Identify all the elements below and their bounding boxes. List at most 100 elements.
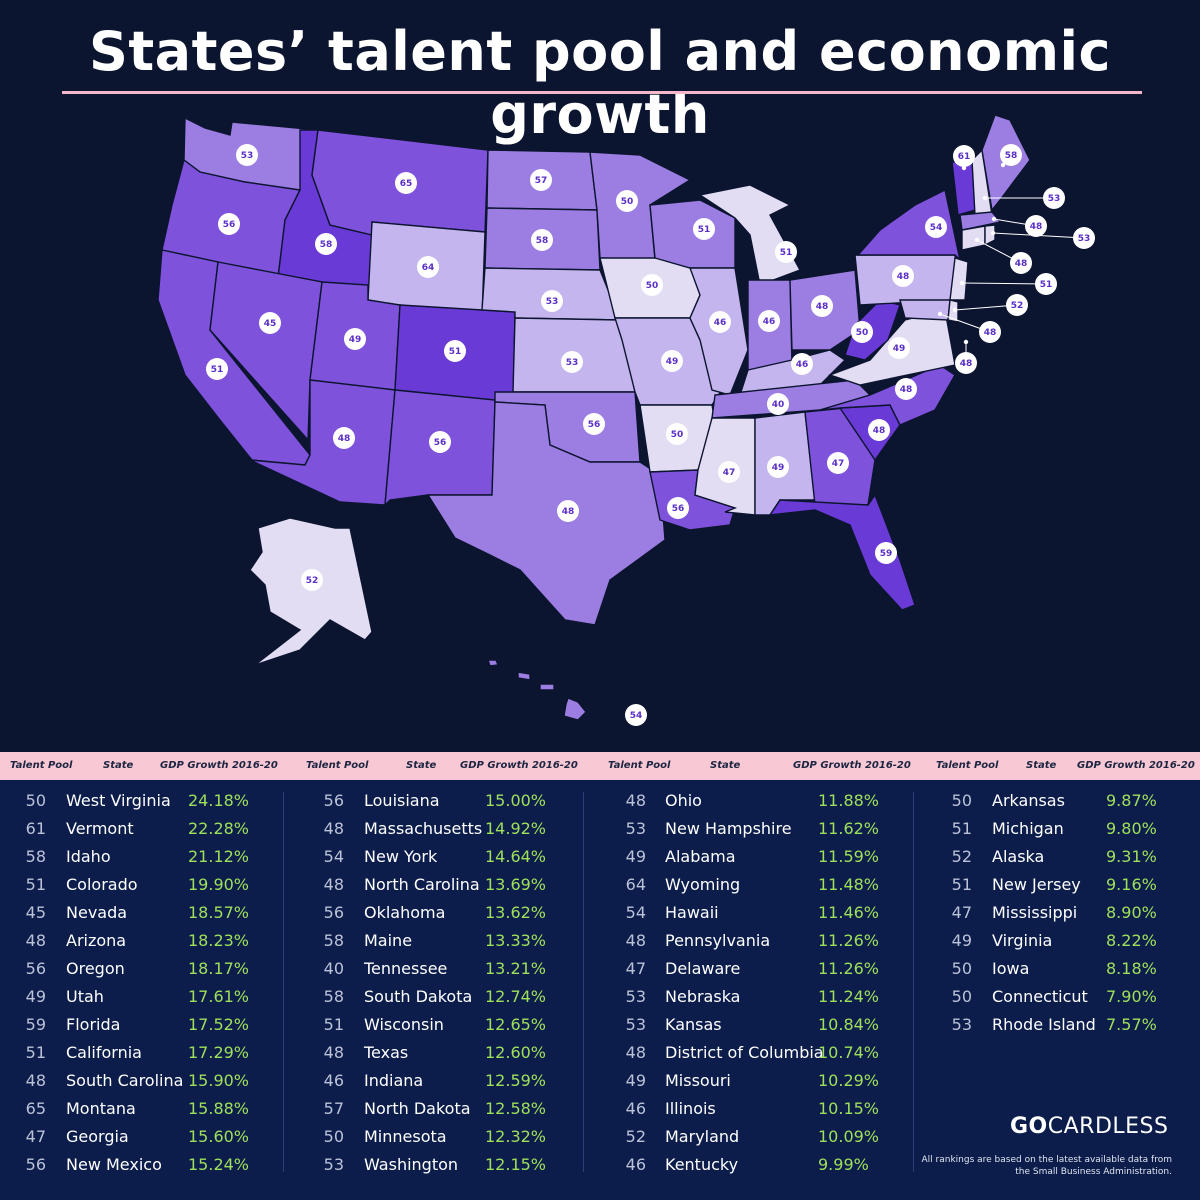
state-name: Nevada bbox=[66, 903, 128, 922]
state-nj[interactable] bbox=[949, 257, 969, 301]
gdp-growth-value: 10.74% bbox=[818, 1043, 880, 1062]
state-name: Pennsylvania bbox=[665, 931, 771, 950]
gdp-growth-value: 19.90% bbox=[188, 875, 250, 894]
value-marker-ri: 53 bbox=[1073, 227, 1095, 249]
header-state-3: State bbox=[710, 760, 741, 771]
marker-value: 48 bbox=[984, 328, 997, 338]
gdp-growth-value: 9.31% bbox=[1106, 847, 1157, 866]
state-name: Louisiana bbox=[364, 791, 440, 810]
marker-value: 58 bbox=[1005, 151, 1018, 161]
talent-pool-value: 50 bbox=[951, 987, 972, 1006]
marker-value: 50 bbox=[856, 328, 869, 338]
state-name: Kansas bbox=[665, 1015, 722, 1034]
talent-pool-value: 48 bbox=[323, 819, 344, 838]
state-name: Delaware bbox=[665, 959, 741, 978]
marker-value: 58 bbox=[320, 240, 333, 250]
table-body bbox=[0, 780, 1200, 1200]
value-marker-ct: 48 bbox=[1010, 252, 1032, 274]
marker-circle bbox=[666, 423, 688, 445]
talent-pool-value: 51 bbox=[25, 875, 46, 894]
value-marker-md: 48 bbox=[979, 321, 1001, 343]
value-marker-vt: 61 bbox=[953, 145, 975, 167]
state-name: Wisconsin bbox=[364, 1015, 444, 1034]
gdp-growth-value: 11.88% bbox=[818, 791, 880, 810]
gdp-growth-value: 11.62% bbox=[818, 819, 880, 838]
state-de[interactable] bbox=[947, 299, 959, 323]
marker-value: 59 bbox=[880, 549, 893, 559]
talent-pool-value: 61 bbox=[25, 819, 46, 838]
state-name: Illinois bbox=[665, 1099, 716, 1118]
value-marker-tn: 40 bbox=[767, 393, 789, 415]
gdp-growth-value: 7.90% bbox=[1106, 987, 1157, 1006]
talent-pool-value: 46 bbox=[323, 1071, 344, 1090]
state-ny[interactable] bbox=[856, 188, 962, 263]
header-state-4: State bbox=[1026, 760, 1057, 771]
state-ri[interactable] bbox=[984, 224, 996, 247]
column-divider bbox=[583, 792, 584, 1172]
marker-circle bbox=[709, 311, 731, 333]
state-mi[interactable] bbox=[698, 184, 802, 286]
marker-circle bbox=[767, 456, 789, 478]
state-name: Maryland bbox=[665, 1127, 740, 1146]
gdp-growth-value: 10.84% bbox=[818, 1015, 880, 1034]
state-name: Michigan bbox=[992, 819, 1064, 838]
value-marker-wv: 50 bbox=[851, 321, 873, 343]
talent-pool-value: 53 bbox=[625, 819, 646, 838]
gdp-growth-value: 15.24% bbox=[188, 1155, 250, 1174]
state-name: Alaska bbox=[992, 847, 1045, 866]
talent-pool-value: 48 bbox=[625, 1043, 646, 1062]
value-marker-ga: 47 bbox=[827, 452, 849, 474]
gdp-growth-value: 10.29% bbox=[818, 1071, 880, 1090]
marker-circle bbox=[259, 312, 281, 334]
value-marker-in: 46 bbox=[758, 310, 780, 332]
state-ct[interactable] bbox=[961, 225, 986, 251]
value-marker-mn: 50 bbox=[616, 190, 638, 212]
marker-value: 53 bbox=[1048, 194, 1061, 204]
marker-value: 51 bbox=[780, 248, 793, 258]
state-ak[interactable] bbox=[249, 517, 373, 666]
marker-circle bbox=[667, 497, 689, 519]
header-talent-3: Talent Pool bbox=[608, 760, 671, 771]
table-header-bar: Talent Pool State GDP Growth 2016-20 Tal… bbox=[0, 752, 1200, 780]
marker-circle bbox=[531, 229, 553, 251]
marker-circle bbox=[827, 452, 849, 474]
state-name: Virginia bbox=[992, 931, 1053, 950]
state-name: South Carolina bbox=[66, 1071, 184, 1090]
marker-value: 57 bbox=[535, 176, 548, 186]
leader-dot-nh bbox=[982, 195, 988, 201]
leader-dot-me bbox=[1000, 162, 1006, 168]
state-name: New York bbox=[364, 847, 438, 866]
state-name: Wyoming bbox=[665, 875, 741, 894]
marker-circle bbox=[1073, 227, 1095, 249]
talent-pool-value: 51 bbox=[951, 819, 972, 838]
talent-pool-value: 53 bbox=[625, 987, 646, 1006]
state-hi[interactable] bbox=[487, 659, 587, 721]
gdp-growth-value: 8.22% bbox=[1106, 931, 1157, 950]
state-fl[interactable] bbox=[768, 493, 916, 611]
marker-circle bbox=[979, 321, 1001, 343]
talent-pool-value: 48 bbox=[625, 791, 646, 810]
talent-pool-value: 54 bbox=[323, 847, 344, 866]
state-md[interactable] bbox=[899, 299, 951, 321]
state-ma[interactable] bbox=[959, 211, 1002, 231]
marker-value: 47 bbox=[723, 468, 736, 478]
marker-value: 53 bbox=[546, 297, 559, 307]
gdp-growth-value: 13.62% bbox=[485, 903, 547, 922]
marker-circle bbox=[1043, 187, 1065, 209]
value-marker-ne: 53 bbox=[541, 290, 563, 312]
talent-pool-value: 48 bbox=[25, 931, 46, 950]
value-marker-ut: 49 bbox=[344, 328, 366, 350]
state-nc[interactable] bbox=[819, 364, 956, 426]
value-marker-or: 56 bbox=[218, 213, 240, 235]
header-talent-2: Talent Pool bbox=[306, 760, 369, 771]
value-marker-al: 49 bbox=[767, 456, 789, 478]
talent-pool-value: 51 bbox=[323, 1015, 344, 1034]
state-nv[interactable] bbox=[209, 261, 323, 442]
marker-circle bbox=[583, 413, 605, 435]
state-tx[interactable] bbox=[426, 401, 666, 626]
marker-circle bbox=[417, 256, 439, 278]
marker-circle bbox=[925, 216, 947, 238]
state-name: Vermont bbox=[66, 819, 134, 838]
talent-pool-value: 53 bbox=[625, 1015, 646, 1034]
value-marker-oh: 48 bbox=[811, 295, 833, 317]
